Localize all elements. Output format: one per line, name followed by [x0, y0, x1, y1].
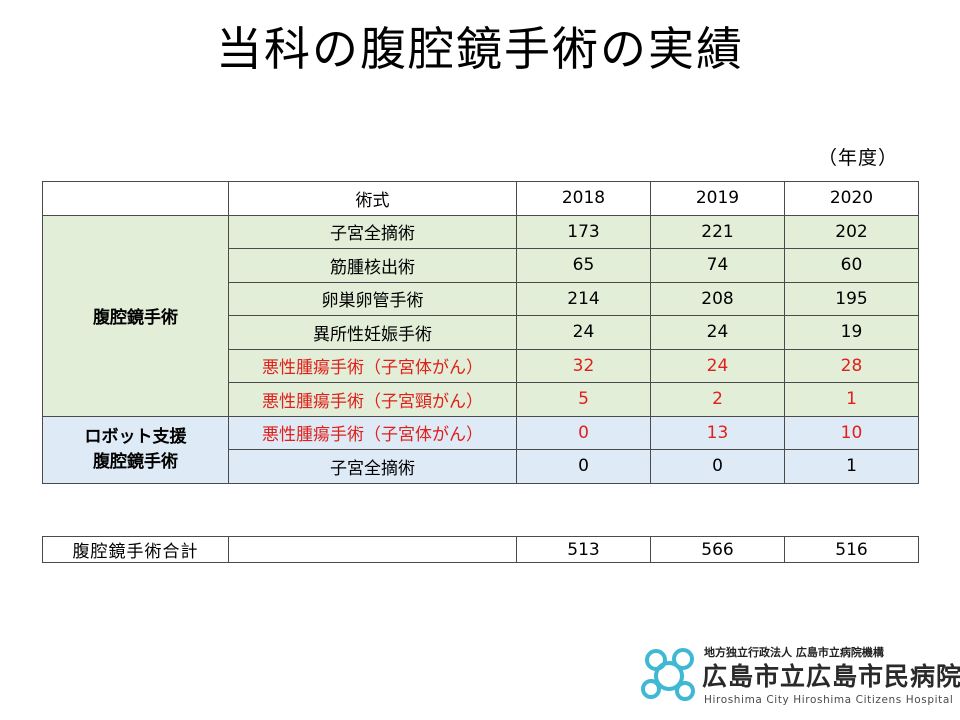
value-cell: 2: [650, 382, 785, 417]
header-year-2020: 2020: [784, 181, 919, 216]
value-cell: 0: [516, 449, 651, 484]
value-cell: 1: [784, 449, 919, 484]
value-cell: 74: [650, 248, 785, 283]
category-robotic-line-2: 腹腔鏡手術: [93, 451, 178, 472]
procedure-cell: 子宮全摘術: [228, 449, 517, 484]
total-value-2019: 566: [650, 536, 785, 563]
value-cell: 195: [784, 281, 919, 316]
procedure-cell: 悪性腫瘍手術（子宮頸がん）: [228, 382, 517, 417]
value-cell: 13: [650, 415, 785, 450]
value-cell: 5: [516, 382, 651, 417]
procedure-cell: 悪性腫瘍手術（子宮体がん）: [228, 348, 517, 383]
hospital-org-name: 地方独立行政法人 広島市立病院機構: [704, 646, 884, 659]
value-cell: 24: [650, 348, 785, 383]
value-cell: 1: [784, 382, 919, 417]
header-year-2019: 2019: [650, 181, 785, 216]
category-robotic: ロボット支援 腹腔鏡手術: [42, 415, 229, 484]
total-value-2020: 516: [784, 536, 919, 563]
value-cell: 32: [516, 348, 651, 383]
procedure-cell: 筋腫核出術: [228, 248, 517, 283]
surgery-results-table: 術式 2018 2019 2020 腹腔鏡手術 子宮全摘術 173 221 20…: [42, 181, 919, 484]
value-cell: 24: [650, 315, 785, 350]
header-procedure: 術式: [228, 181, 517, 216]
procedure-cell: 悪性腫瘍手術（子宮体がん）: [228, 415, 517, 450]
hospital-name: 広島市立広島市民病院: [702, 662, 960, 691]
totals-row: 腹腔鏡手術合計 513 566 516: [42, 536, 919, 563]
totals-label: 腹腔鏡手術合計: [42, 536, 229, 563]
value-cell: 60: [784, 248, 919, 283]
value-cell: 10: [784, 415, 919, 450]
procedure-cell: 卵巣卵管手術: [228, 281, 517, 316]
value-cell: 173: [516, 214, 651, 249]
value-cell: 214: [516, 281, 651, 316]
header-year-2018: 2018: [516, 181, 651, 216]
value-cell: 208: [650, 281, 785, 316]
table-row: 悪性腫瘍手術（子宮体がん） 32 24 28: [43, 348, 919, 383]
category-laparoscopic: 腹腔鏡手術: [42, 214, 229, 417]
table-row: 筋腫核出術 65 74 60: [43, 248, 919, 283]
hospital-logo: 地方独立行政法人 広島市立病院機構 広島市立広島市民病院 Hiroshima C…: [640, 640, 960, 714]
category-robotic-line-1: ロボット支援: [84, 426, 187, 447]
table-row: 異所性妊娠手術 24 24 19: [43, 315, 919, 350]
hospital-logo-mark-icon: [641, 648, 695, 701]
value-cell: 19: [784, 315, 919, 350]
header-blank-cell: [42, 181, 229, 216]
value-cell: 65: [516, 248, 651, 283]
value-cell: 24: [516, 315, 651, 350]
total-value-2018: 513: [516, 536, 651, 563]
table-row: ロボット支援 腹腔鏡手術 悪性腫瘍手術（子宮体がん） 0 13 10: [42, 415, 919, 484]
table-row: 子宮全摘術 0 0 1: [43, 449, 919, 484]
value-cell: 28: [784, 348, 919, 383]
fiscal-year-note: （年度）: [818, 147, 899, 169]
totals-table: 腹腔鏡手術合計 513 566 516: [42, 536, 919, 563]
table-row: 卵巣卵管手術 214 208 195: [43, 281, 919, 316]
value-cell: 202: [784, 214, 919, 249]
totals-procedure-cell: [228, 536, 517, 563]
slide-title: 当科の腹腔鏡手術の実績: [216, 22, 744, 76]
value-cell: 0: [650, 449, 785, 484]
procedure-cell: 異所性妊娠手術: [228, 315, 517, 350]
procedure-cell: 子宮全摘術: [228, 214, 517, 249]
value-cell: 221: [650, 214, 785, 249]
table-header-row: 術式 2018 2019 2020: [42, 181, 919, 216]
table-row: 腹腔鏡手術 子宮全摘術 173 221 202: [42, 214, 919, 417]
hospital-name-english: Hiroshima City Hiroshima Citizens Hospit…: [704, 694, 954, 706]
value-cell: 0: [516, 415, 651, 450]
